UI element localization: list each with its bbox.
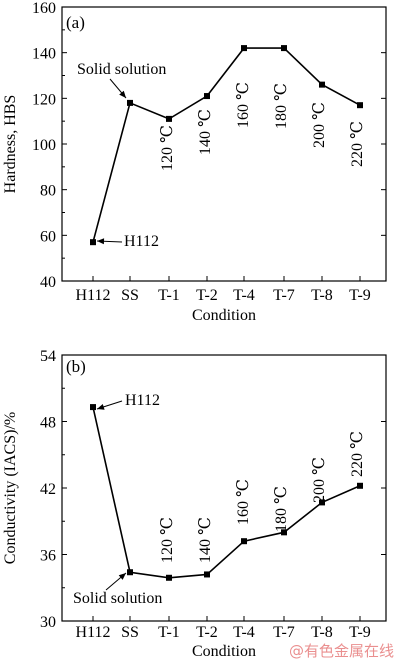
data-point-t-8 bbox=[319, 499, 325, 506]
point-label: 200 ℃ bbox=[311, 457, 328, 503]
data-point-t-1 bbox=[166, 115, 172, 122]
annotation-label: H112 bbox=[125, 392, 160, 409]
data-point-h112 bbox=[90, 404, 96, 411]
annotation-arrowhead bbox=[97, 404, 105, 410]
y-tick-label: 120 bbox=[32, 91, 56, 108]
data-point-t-9 bbox=[357, 102, 363, 109]
panel-label: (b) bbox=[66, 357, 86, 376]
data-point-t-8 bbox=[319, 81, 325, 88]
data-point-t-1 bbox=[166, 574, 172, 581]
x-tick-label: T-2 bbox=[196, 287, 218, 304]
point-label: 140 ℃ bbox=[197, 517, 214, 563]
point-label: 160 ℃ bbox=[235, 479, 252, 525]
x-tick-label: T-8 bbox=[311, 624, 333, 641]
series-line bbox=[92, 406, 361, 579]
chart-panel-b: (b) 30 36 42 48 54 H112 SS T-1 T-2 T-4 T-7 T-8 T-9 Con… bbox=[2, 348, 387, 660]
annotation-arrowhead bbox=[119, 90, 126, 98]
x-tick-label: T-9 bbox=[349, 624, 371, 641]
x-tick-label: T-7 bbox=[273, 624, 295, 641]
point-label: 120 ℃ bbox=[159, 125, 176, 171]
x-tick-label: T-8 bbox=[311, 287, 333, 304]
point-label: 200 ℃ bbox=[311, 102, 328, 148]
series-line bbox=[92, 47, 361, 243]
x-tick-label: H112 bbox=[76, 287, 111, 304]
y-tick-label: 140 bbox=[32, 46, 56, 63]
y-tick-label: 40 bbox=[40, 274, 56, 291]
data-point-t-2 bbox=[204, 571, 210, 578]
data-point-t-7 bbox=[281, 45, 287, 52]
x-tick-label: H112 bbox=[76, 624, 111, 641]
panel-label: (a) bbox=[66, 13, 85, 32]
x-tick-label: T-2 bbox=[196, 624, 218, 641]
chart-panel-a: (a) 40 60 80 100 120 140 160 H112 SS T-1 T-2 T-4 T-7 T… bbox=[2, 0, 387, 324]
data-point-t-9 bbox=[357, 482, 363, 489]
y-tick-label: 42 bbox=[40, 481, 56, 498]
data-point-t-4 bbox=[241, 538, 247, 545]
point-label: 120 ℃ bbox=[159, 517, 176, 563]
point-label: 180 ℃ bbox=[273, 486, 290, 532]
annotation-arrowhead bbox=[97, 238, 105, 245]
x-tick-label: SS bbox=[121, 287, 139, 304]
data-point-t-2 bbox=[204, 93, 210, 100]
annotation-label: Solid solution bbox=[77, 61, 166, 78]
x-tick-label: T-9 bbox=[349, 287, 371, 304]
y-tick-label: 160 bbox=[32, 0, 56, 17]
watermark: @有色金属在线 bbox=[289, 642, 394, 660]
x-tick-label: T-1 bbox=[158, 287, 180, 304]
point-label: 220 ℃ bbox=[349, 431, 366, 477]
x-axis-label: Condition bbox=[192, 307, 256, 324]
x-tick-label: T-1 bbox=[158, 624, 180, 641]
y-tick-label: 54 bbox=[40, 348, 56, 365]
x-tick-label: T-7 bbox=[273, 287, 295, 304]
plot-frame bbox=[61, 6, 387, 282]
y-tick-label: 36 bbox=[40, 548, 56, 565]
data-point-ss bbox=[127, 569, 133, 576]
x-tick-label: T-4 bbox=[233, 287, 255, 304]
y-tick-label: 30 bbox=[40, 614, 56, 631]
annotation-arrowhead bbox=[118, 573, 126, 580]
x-tick-label: T-4 bbox=[233, 624, 255, 641]
y-tick-label: 48 bbox=[40, 415, 56, 432]
annotation-label: Solid solution bbox=[73, 590, 162, 607]
point-label: 140 ℃ bbox=[197, 109, 214, 155]
x-tick-label: SS bbox=[121, 624, 139, 641]
point-label: 220 ℃ bbox=[349, 121, 366, 167]
point-label: 180 ℃ bbox=[273, 83, 290, 129]
y-axis-label: Conductivity (IACS)/% bbox=[2, 412, 19, 564]
data-point-t-4 bbox=[241, 45, 247, 52]
y-tick-label: 100 bbox=[32, 137, 56, 154]
y-axis-label: Hardness, HBS bbox=[2, 95, 19, 194]
y-tick-label: 60 bbox=[40, 228, 56, 245]
x-axis-label: Condition bbox=[192, 643, 256, 660]
data-point-ss bbox=[127, 99, 133, 106]
annotation-label: H112 bbox=[124, 233, 159, 250]
y-tick-label: 80 bbox=[40, 183, 56, 200]
data-point-t-7 bbox=[281, 529, 287, 536]
data-point-h112 bbox=[90, 239, 96, 246]
point-label: 160 ℃ bbox=[235, 82, 252, 128]
